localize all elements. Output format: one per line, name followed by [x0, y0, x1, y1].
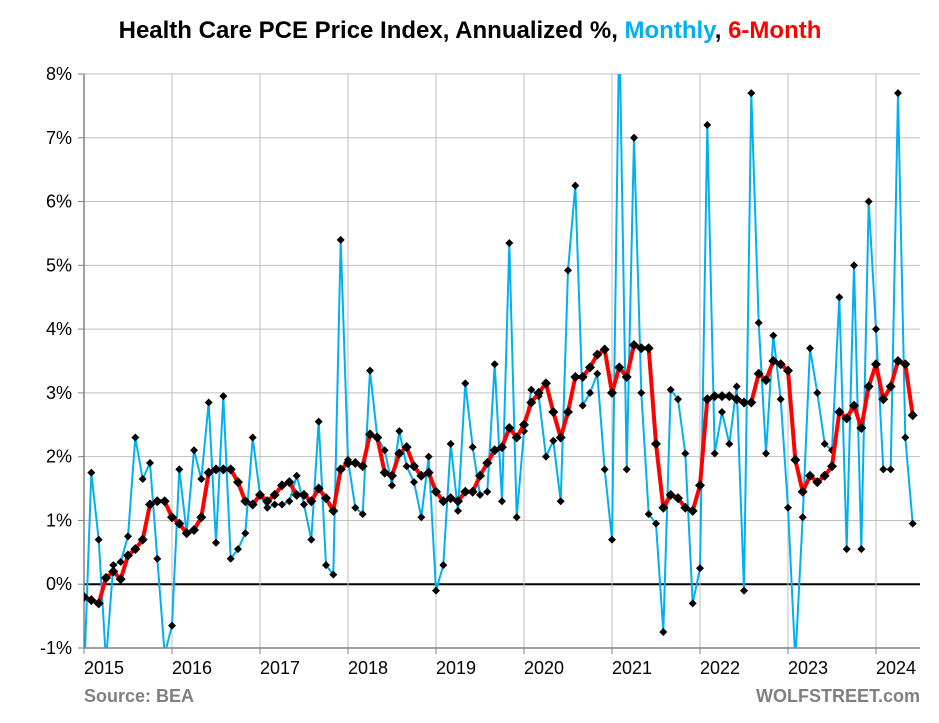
- x-tick-label: 2019: [436, 658, 476, 678]
- site-label: WOLFSTREET.com: [756, 686, 920, 706]
- x-tick-label: 2015: [84, 658, 124, 678]
- y-tick-label: 1%: [46, 510, 72, 530]
- y-tick-label: -1%: [40, 638, 72, 658]
- chart-title: Health Care PCE Price Index, Annualized …: [119, 17, 822, 44]
- chart-svg: -1% 0% 1% 2% 3% 4% 5% 6% 7% 8% 2015 2016 2017 2018 201…: [0, 0, 939, 723]
- x-tick-label: 2017: [260, 658, 300, 678]
- y-tick-label: 4%: [46, 319, 72, 339]
- x-tick-label: 2016: [172, 658, 212, 678]
- y-tick-label: 3%: [46, 383, 72, 403]
- x-tick-label: 2022: [700, 658, 740, 678]
- source-label: Source: BEA: [84, 686, 194, 706]
- y-tick-label: 0%: [46, 574, 72, 594]
- x-tick-label: 2021: [612, 658, 652, 678]
- x-tick-label: 2023: [788, 658, 828, 678]
- y-tick-label: 7%: [46, 128, 72, 148]
- y-tick-label: 8%: [46, 64, 72, 84]
- y-tick-label: 2%: [46, 447, 72, 467]
- x-tick-label: 2018: [348, 658, 388, 678]
- x-tick-label: 2024: [876, 658, 916, 678]
- x-tick-label: 2020: [524, 658, 564, 678]
- chart-container: -1% 0% 1% 2% 3% 4% 5% 6% 7% 8% 2015 2016 2017 2018 201…: [0, 0, 939, 723]
- y-tick-label: 5%: [46, 255, 72, 275]
- y-tick-label: 6%: [46, 192, 72, 212]
